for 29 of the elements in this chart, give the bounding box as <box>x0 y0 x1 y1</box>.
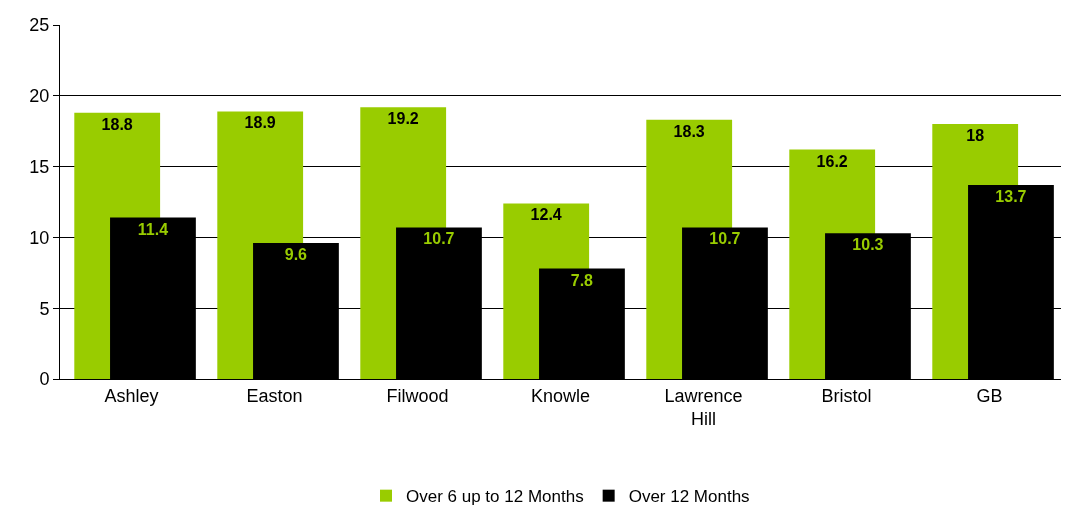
data-label: 7.8 <box>570 271 594 289</box>
data-label: 18.3 <box>673 122 705 140</box>
legend-label: Over 6 up to 12 Months <box>406 487 584 507</box>
data-label: 11.4 <box>137 220 169 238</box>
data-label: 18.9 <box>244 114 276 132</box>
y-tick-label: 25 <box>29 15 50 36</box>
data-label: 18.8 <box>101 115 133 133</box>
x-tick-label: Knowle <box>530 385 591 406</box>
data-label: 19.2 <box>387 110 419 128</box>
data-label: 10.3 <box>852 236 884 254</box>
data-label: 9.6 <box>284 246 308 264</box>
y-tick-label: 20 <box>29 86 50 107</box>
x-tick-label: GB <box>976 385 1003 406</box>
y-tick-label: 10 <box>29 227 50 248</box>
x-tick-label: Lawrence Hill <box>664 385 743 429</box>
data-label: 10.7 <box>709 230 741 248</box>
x-tick-label: Easton <box>246 385 303 406</box>
data-label: 12.4 <box>530 206 562 224</box>
data-label: 10.7 <box>423 230 455 248</box>
x-tick-label: Filwood <box>386 385 449 406</box>
y-tick-label: 15 <box>29 156 50 177</box>
x-tick-label: Ashley <box>104 385 159 406</box>
data-label: 13.7 <box>995 188 1027 206</box>
y-tick-label: 0 <box>39 369 50 390</box>
data-label: 16.2 <box>816 152 848 170</box>
y-tick-label: 5 <box>39 298 50 319</box>
data-label: 18 <box>966 127 985 145</box>
x-tick-label: Bristol <box>821 385 872 406</box>
legend-label: Over 12 Months <box>628 487 750 507</box>
